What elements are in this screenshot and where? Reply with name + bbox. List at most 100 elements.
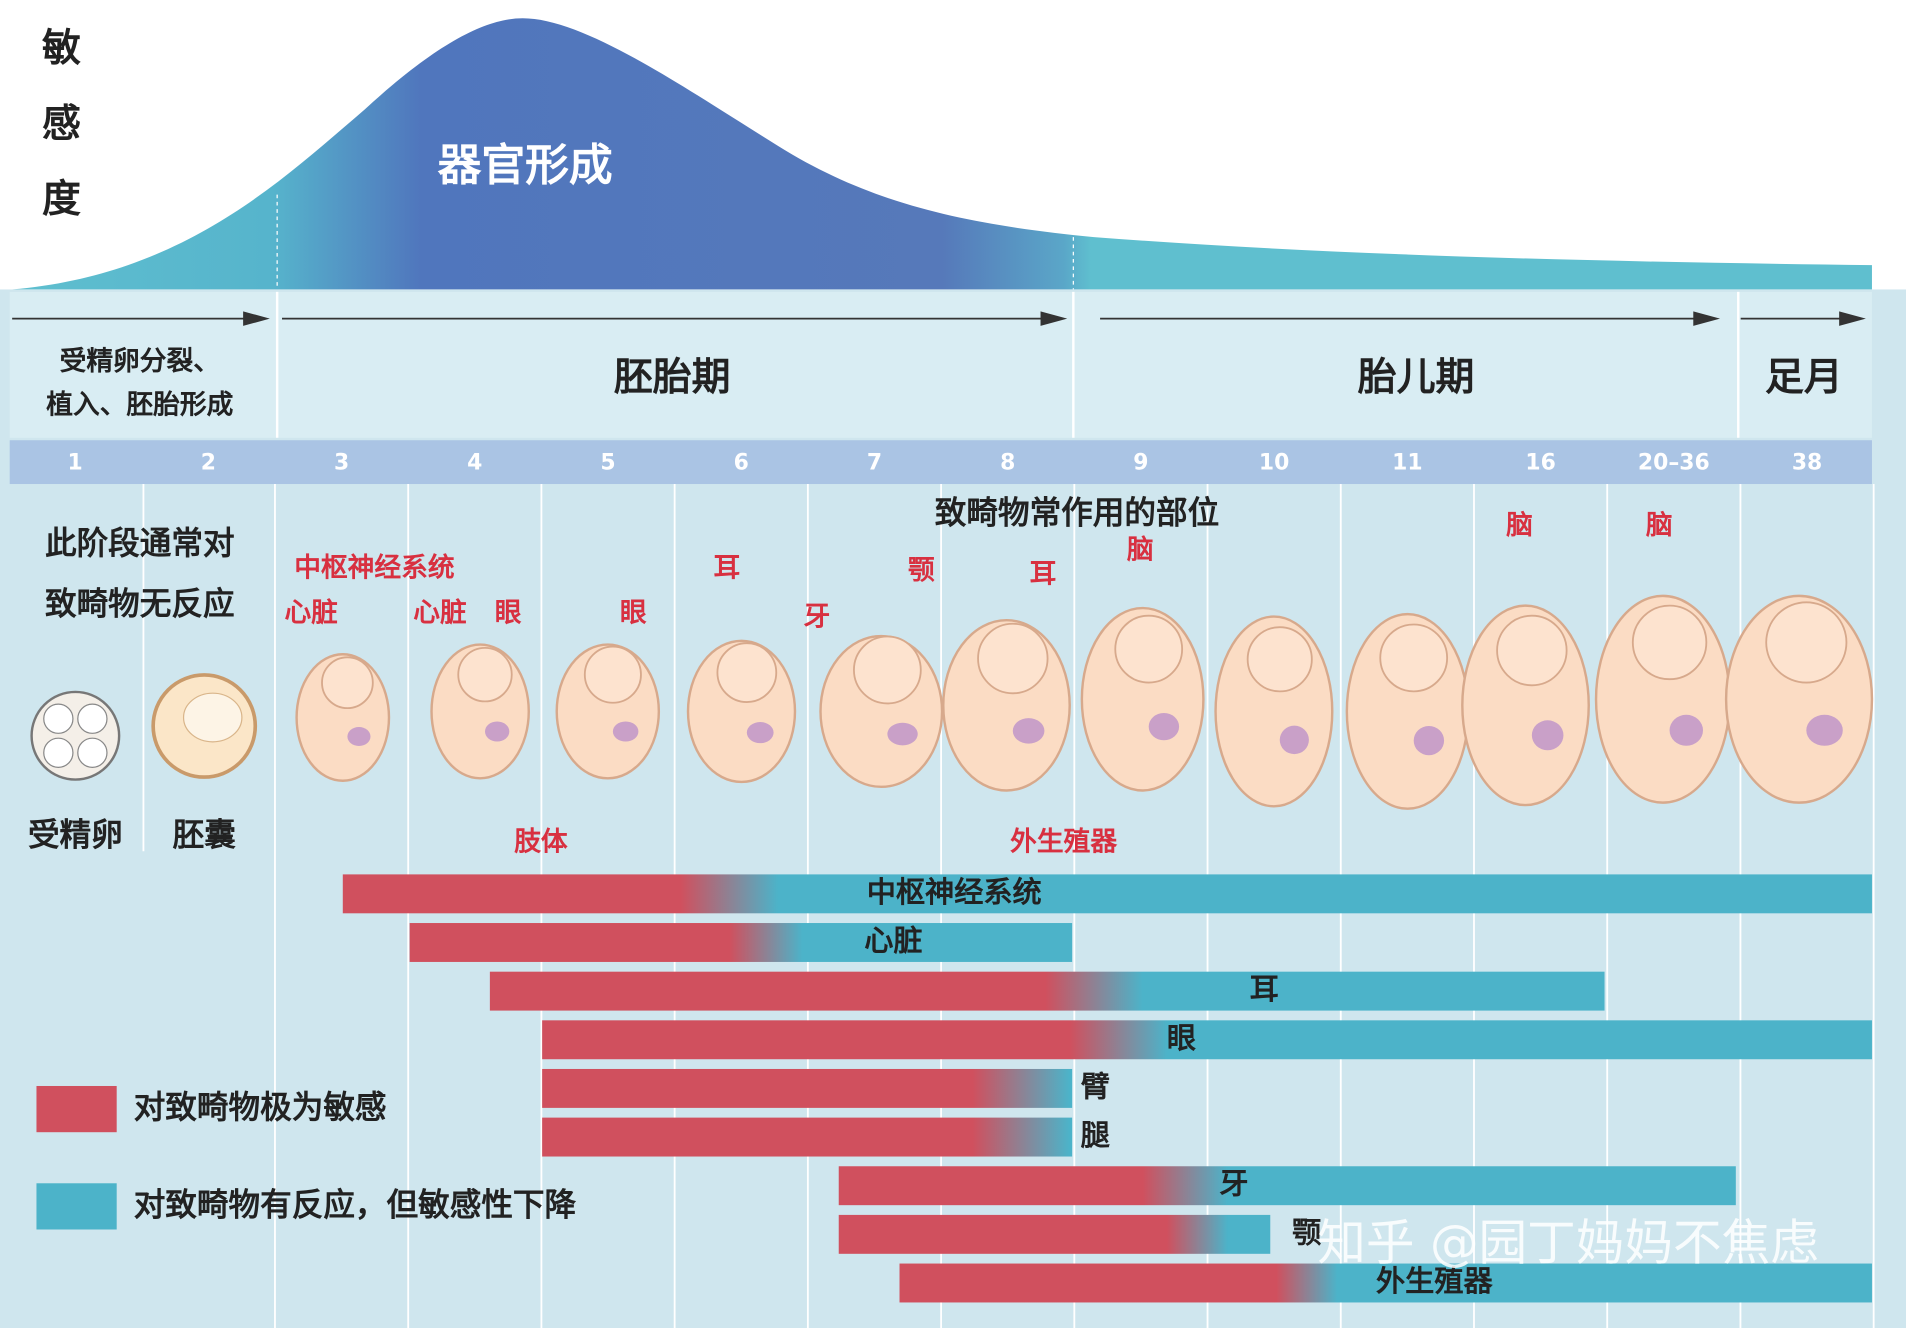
sensitivity-curve <box>12 18 1872 290</box>
embryo-head <box>977 622 1049 695</box>
organ-label: 牙 <box>1219 1167 1248 1201</box>
organ-bar <box>838 1214 1271 1254</box>
site-label: 牙 <box>803 601 830 632</box>
arrow-head <box>243 311 270 326</box>
arrow-head <box>1839 311 1866 326</box>
organ-label: 中枢神经系统 <box>867 875 1042 909</box>
week-label: 4 <box>467 450 482 475</box>
week-label: 20–36 <box>1638 450 1710 475</box>
embryo-limb <box>887 722 918 746</box>
content: 受精卵分裂、植入、胚胎形成 胚胎期 胎儿期 足月 1 2 3 4 5 6 7 8 9 10 11 16 20–3… <box>12 291 1875 1328</box>
organ-label: 心脏 <box>864 923 922 957</box>
week-label: 16 <box>1525 450 1555 475</box>
period-label: 胚胎期 <box>614 355 731 400</box>
stage-label: 受精卵 <box>28 818 123 854</box>
site-label: 眼 <box>620 598 647 629</box>
embryo-limb <box>347 726 371 746</box>
embryo-limb <box>1148 712 1180 741</box>
period-label: 植入、胚胎形成 <box>46 389 233 421</box>
zygote-cell <box>43 737 74 768</box>
organ-bar <box>542 1068 1073 1108</box>
organ-label: 耳 <box>1250 972 1279 1006</box>
embryo-head <box>1379 623 1449 693</box>
zygote-cell <box>77 703 108 734</box>
embryo-head <box>1765 601 1848 684</box>
embryo-head <box>853 635 922 705</box>
sites-title: 致畸物常作用的部位 <box>935 494 1219 531</box>
embryo-head <box>1496 614 1568 687</box>
note: 致畸物无反应 <box>45 586 235 623</box>
embryo-head <box>457 646 513 703</box>
embryo-limb <box>1806 714 1843 746</box>
site-label: 外生殖器 <box>1010 826 1117 857</box>
site-label: 脑 <box>1646 510 1673 541</box>
organ-label: 颚 <box>1292 1215 1321 1249</box>
site-label: 心脏 <box>413 598 466 629</box>
arrow-head <box>1693 311 1721 326</box>
organ-bar <box>838 1166 1736 1206</box>
organ-bar <box>542 1020 1872 1060</box>
embryo-head <box>716 642 778 703</box>
embryo-head <box>321 656 374 710</box>
organ-bar <box>542 1117 1073 1157</box>
embryo-limb <box>612 721 639 742</box>
site-label: 中枢神经系统 <box>294 552 455 584</box>
legend-label: 对致畸物有反应，但敏感性下降 <box>134 1186 577 1223</box>
week-label: 9 <box>1133 450 1148 475</box>
axis-label: 敏感度 <box>35 27 80 253</box>
organ-bar <box>342 874 1872 914</box>
site-label: 耳 <box>714 553 741 584</box>
embryo-limb <box>746 722 774 744</box>
week-label: 8 <box>1000 450 1015 475</box>
embryo-limb <box>485 721 510 742</box>
embryo-head <box>1631 604 1708 681</box>
stage-label: 胚囊 <box>173 818 237 854</box>
embryo-limb <box>1413 726 1445 756</box>
legend-swatch <box>36 1085 117 1133</box>
site-label: 心脏 <box>284 598 337 629</box>
curve-label: 器官形成 <box>438 140 613 191</box>
organ-label: 腿 <box>1081 1118 1111 1152</box>
site-label: 颚 <box>908 555 935 586</box>
site-label: 脑 <box>1127 534 1154 565</box>
embryo-limb <box>1279 725 1309 755</box>
organ-label: 眼 <box>1167 1021 1197 1055</box>
organ-label: 臂 <box>1081 1069 1110 1103</box>
zygote <box>30 690 121 781</box>
zygote-cell <box>77 737 108 768</box>
week-label: 1 <box>68 450 83 475</box>
arrow-head <box>1040 311 1068 326</box>
embryo-head <box>583 645 642 704</box>
site-label: 脑 <box>1506 510 1533 541</box>
watermark: 知乎 @园丁妈妈不焦虑 <box>1317 1216 1819 1272</box>
site-label: 眼 <box>495 598 522 629</box>
blastocyst-inner <box>182 692 243 743</box>
legend-label: 对致畸物极为敏感 <box>134 1090 387 1126</box>
embryo-limb <box>1669 714 1704 746</box>
period-label: 足月 <box>1765 355 1843 400</box>
embryo-limb <box>1531 720 1564 751</box>
site-label: 肢体 <box>514 826 568 857</box>
week-label: 6 <box>734 450 749 475</box>
organ-bar <box>899 1263 1872 1303</box>
week-label: 11 <box>1392 450 1422 475</box>
embryo-head <box>1246 626 1313 693</box>
week-label: 10 <box>1259 450 1289 475</box>
zygote-cell <box>43 703 74 734</box>
period-label: 胎儿期 <box>1358 355 1475 400</box>
site-label: 耳 <box>1030 559 1057 590</box>
period-label: 受精卵分裂、 <box>60 345 220 377</box>
organ-bar <box>409 923 1073 962</box>
week-label: 3 <box>334 450 349 475</box>
note: 此阶段通常对 <box>45 525 235 562</box>
organ-label: 外生殖器 <box>1376 1264 1493 1298</box>
organ-bar <box>489 971 1605 1011</box>
week-label: 38 <box>1792 450 1822 475</box>
period-band <box>9 291 1872 438</box>
week-label: 5 <box>600 450 615 475</box>
week-label: 2 <box>201 450 216 475</box>
embryo-head <box>1114 614 1184 684</box>
week-label: 7 <box>867 450 882 475</box>
embryo-limb <box>1012 718 1045 744</box>
